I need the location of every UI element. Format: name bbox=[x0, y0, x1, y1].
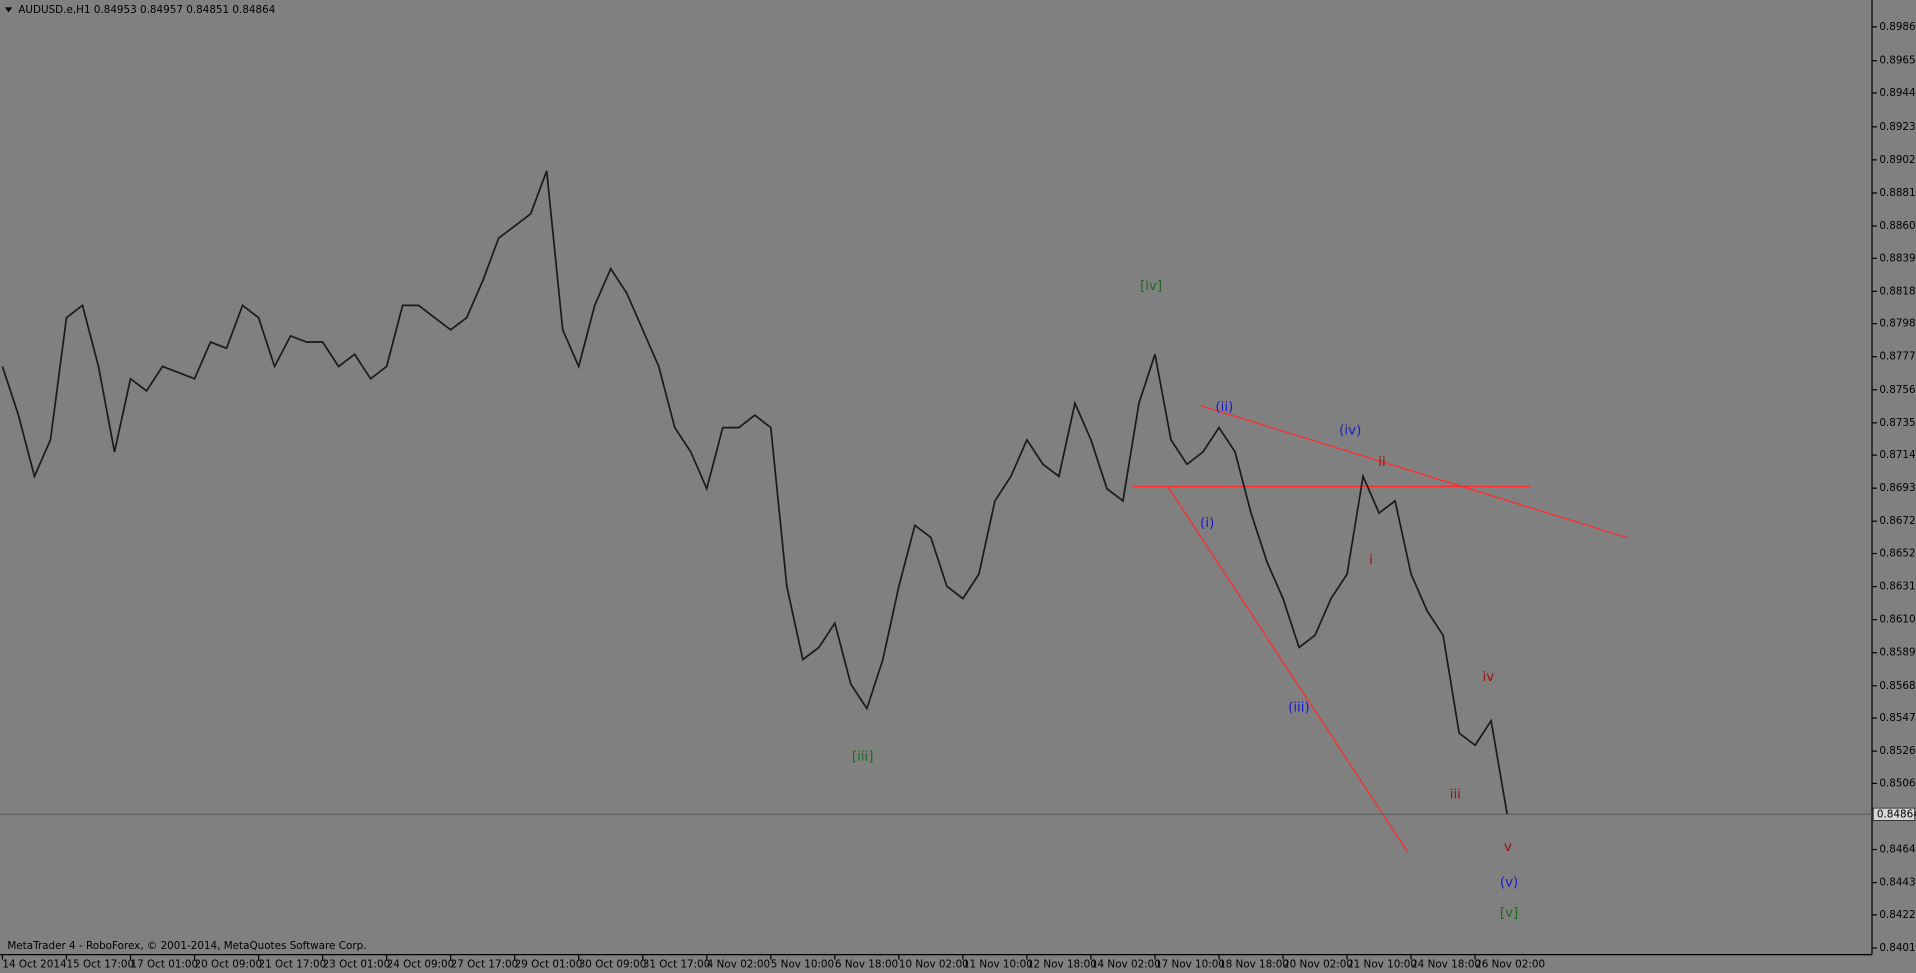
x-tick-label: 10 Nov 02:00 bbox=[899, 958, 969, 970]
y-tick-label: 0.89865 bbox=[1879, 21, 1916, 33]
wave-label: [iii] bbox=[852, 750, 874, 765]
wave-label: iv bbox=[1482, 670, 1494, 685]
x-tick-label: 21 Nov 10:00 bbox=[1347, 958, 1417, 970]
x-tick-label: 20 Oct 09:00 bbox=[195, 958, 263, 970]
x-tick-label: 24 Nov 18:00 bbox=[1411, 958, 1481, 970]
menu-arrow bbox=[4, 7, 13, 13]
wave-label: [v] bbox=[1500, 906, 1518, 921]
y-tick-label: 0.88185 bbox=[1879, 285, 1916, 297]
y-tick-label: 0.86725 bbox=[1879, 515, 1916, 527]
x-tick-label: 18 Nov 18:00 bbox=[1219, 958, 1289, 970]
x-tick-label: 14 Nov 02:00 bbox=[1091, 958, 1161, 970]
wave-label: (i) bbox=[1200, 516, 1214, 531]
x-tick-label: 27 Oct 17:00 bbox=[451, 958, 519, 970]
x-tick-label: 4 Nov 02:00 bbox=[707, 958, 770, 970]
x-tick-label: 17 Nov 10:00 bbox=[1155, 958, 1225, 970]
trendline bbox=[1166, 484, 1409, 853]
current-price-label: 0.84864 bbox=[1877, 808, 1916, 820]
x-tick-label: 30 Oct 09:00 bbox=[579, 958, 647, 970]
y-tick-label: 0.86935 bbox=[1879, 482, 1916, 494]
y-tick-label: 0.84225 bbox=[1879, 909, 1916, 921]
chart-title: AUDUSD.e,H1 0.84953 0.84957 0.84851 0.84… bbox=[18, 4, 275, 16]
wave-label: (v) bbox=[1500, 876, 1518, 891]
x-tick-label: 23 Oct 01:00 bbox=[323, 958, 391, 970]
y-tick-label: 0.89445 bbox=[1879, 87, 1916, 99]
x-tick-label: 15 Oct 17:00 bbox=[66, 958, 134, 970]
y-tick-label: 0.84015 bbox=[1879, 942, 1916, 954]
wave-label: (iii) bbox=[1288, 701, 1310, 716]
x-tick-label: 17 Oct 01:00 bbox=[131, 958, 199, 970]
x-tick-label: 12 Nov 18:00 bbox=[1027, 958, 1097, 970]
wave-label: ii bbox=[1378, 455, 1385, 470]
x-tick-label: 14 Oct 2014 bbox=[2, 958, 67, 970]
y-tick-label: 0.85475 bbox=[1879, 712, 1916, 724]
footer: MetaTrader 4 - RoboForex, © 2001-2014, M… bbox=[7, 940, 366, 952]
x-tick-label: 21 Oct 17:00 bbox=[259, 958, 327, 970]
x-tick-label: 5 Nov 10:00 bbox=[771, 958, 834, 970]
wave-label: (ii) bbox=[1215, 400, 1233, 415]
y-tick-label: 0.85265 bbox=[1879, 745, 1916, 757]
y-tick-label: 0.87145 bbox=[1879, 449, 1916, 461]
wave-label: (iv) bbox=[1339, 423, 1361, 438]
wave-label: i bbox=[1369, 553, 1373, 568]
wave-label: [iv] bbox=[1140, 279, 1162, 294]
x-tick-label: 31 Oct 17:00 bbox=[643, 958, 711, 970]
wave-label: iii bbox=[1450, 788, 1461, 803]
x-tick-label: 20 Nov 02:00 bbox=[1283, 958, 1353, 970]
wave-label: v bbox=[1504, 840, 1512, 855]
x-tick-label: 11 Nov 10:00 bbox=[963, 958, 1033, 970]
x-tick-label: 26 Nov 02:00 bbox=[1475, 958, 1545, 970]
x-tick-label: 24 Oct 09:00 bbox=[387, 958, 455, 970]
trendline bbox=[1200, 405, 1628, 539]
x-tick-label: 6 Nov 18:00 bbox=[835, 958, 898, 970]
current-price-box bbox=[1872, 807, 1916, 821]
x-tick-label: 29 Oct 01:00 bbox=[515, 958, 583, 970]
price-line bbox=[1, 170, 1508, 815]
y-tick-label: 0.88395 bbox=[1879, 252, 1916, 264]
